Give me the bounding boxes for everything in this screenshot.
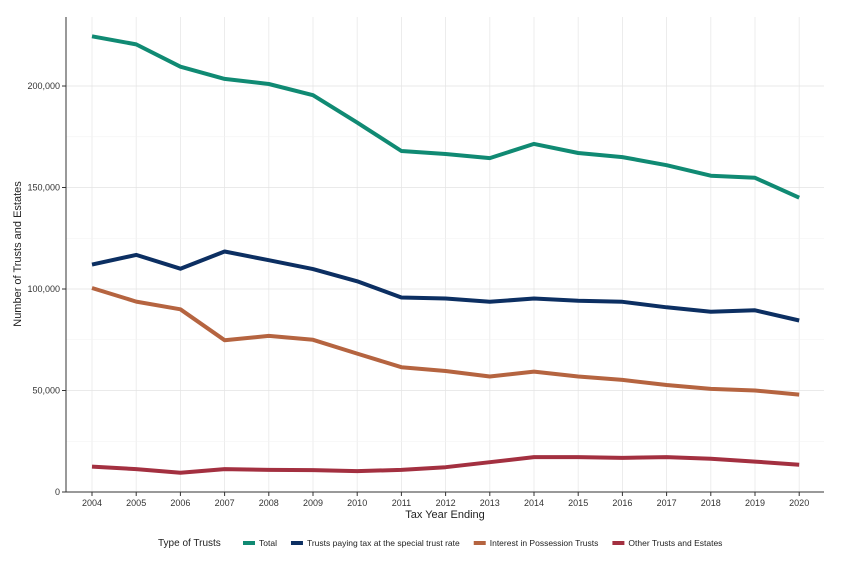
- series-line: [91, 249, 800, 323]
- axes: [65, 17, 824, 493]
- y-tick-label: 50,000: [32, 386, 60, 396]
- series-line: [91, 286, 800, 397]
- series-line: [91, 34, 801, 200]
- x-tick-label: 2011: [392, 498, 411, 508]
- y-axis-label: Number of Trusts and Estates: [12, 181, 24, 327]
- legend-entry: Total: [259, 538, 277, 548]
- x-tick-label: 2008: [259, 498, 279, 508]
- x-tick-label: 2004: [82, 498, 102, 508]
- x-tick-label: 2010: [347, 498, 367, 508]
- x-tick-label: 2016: [612, 498, 632, 508]
- x-tick-label: 2020: [789, 498, 809, 508]
- x-tick-label: 2005: [126, 498, 146, 508]
- legend: Type of Trusts Total Trusts paying tax at…: [158, 538, 722, 549]
- series-lines: [91, 34, 801, 475]
- series-line: [91, 455, 800, 475]
- x-tick-label: 2009: [303, 498, 323, 508]
- x-axis-label: Tax Year Ending: [405, 509, 485, 521]
- x-tick-label: 2017: [657, 498, 677, 508]
- x-tick-label: 2007: [215, 498, 235, 508]
- legend-entry: Trusts paying tax at the special trust r…: [307, 538, 460, 548]
- x-tick-label: 2014: [524, 498, 544, 508]
- x-tick-label: 2006: [170, 498, 190, 508]
- x-tick-label: 2018: [701, 498, 721, 508]
- x-tick-label: 2019: [745, 498, 765, 508]
- y-tick-label: 0: [55, 487, 60, 497]
- grid: [66, 17, 824, 493]
- x-tick-label: 2013: [480, 498, 500, 508]
- legend-entry: Interest in Possession Trusts: [490, 538, 599, 548]
- y-tick-label: 200,000: [27, 81, 60, 91]
- legend-entry: Other Trusts and Estates: [628, 538, 722, 548]
- y-axis-ticks: 0 50,000 100,000 150,000 200,000: [27, 81, 66, 497]
- x-axis-ticks: 2004 2005 2006 2007 2008 2009 2010 2011 2012 2013…: [82, 492, 809, 508]
- y-tick-label: 100,000: [27, 284, 60, 294]
- x-tick-label: 2015: [568, 498, 588, 508]
- x-tick-label: 2012: [436, 498, 456, 508]
- legend-title: Type of Trusts: [158, 538, 221, 549]
- y-tick-label: 150,000: [27, 183, 60, 193]
